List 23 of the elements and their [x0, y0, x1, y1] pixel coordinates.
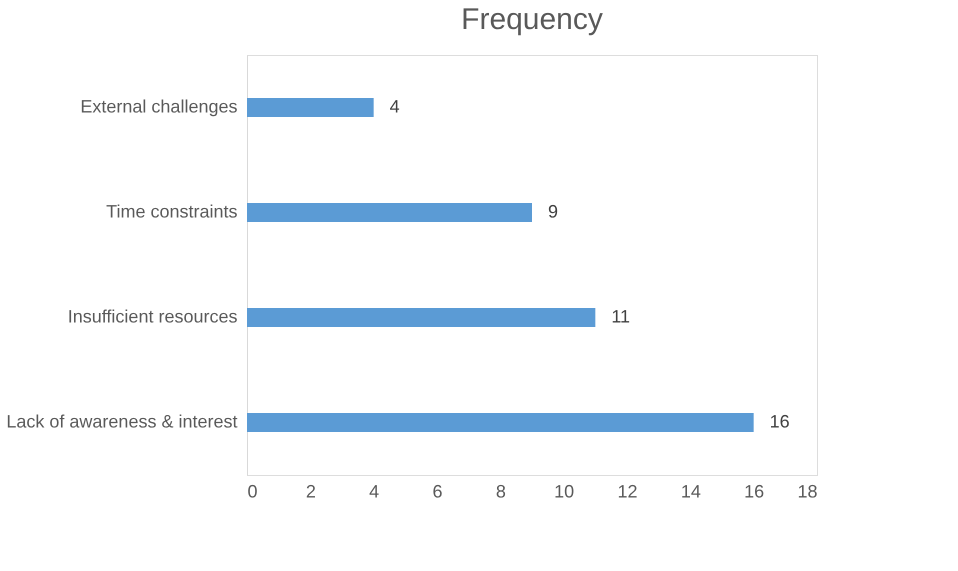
- x-tick-label: 12: [617, 482, 638, 502]
- x-tick-label: 0: [248, 482, 258, 502]
- y-tick-label: Lack of awareness & interest: [6, 412, 238, 432]
- x-tick-label: 8: [496, 482, 506, 502]
- data-label: 16: [770, 412, 790, 432]
- bar: [247, 203, 532, 222]
- chart-title: Frequency: [461, 3, 603, 36]
- x-tick-label: 16: [744, 482, 764, 502]
- bar: [247, 413, 754, 432]
- data-label: 11: [611, 306, 630, 326]
- x-tick-label: 4: [369, 482, 380, 502]
- x-tick-label: 10: [554, 482, 574, 502]
- y-tick-label: External challenges: [80, 96, 238, 116]
- y-tick-label: Time constraints: [106, 202, 238, 222]
- x-tick-label: 6: [432, 482, 443, 502]
- data-label: 4: [390, 96, 400, 116]
- y-tick-label: Insufficient resources: [68, 306, 238, 326]
- bar: [247, 98, 374, 117]
- x-tick-label: 14: [680, 482, 701, 502]
- data-label: 9: [548, 202, 558, 222]
- bar: [247, 308, 596, 327]
- x-tick-label: 18: [797, 482, 818, 502]
- x-tick-label: 2: [306, 482, 316, 502]
